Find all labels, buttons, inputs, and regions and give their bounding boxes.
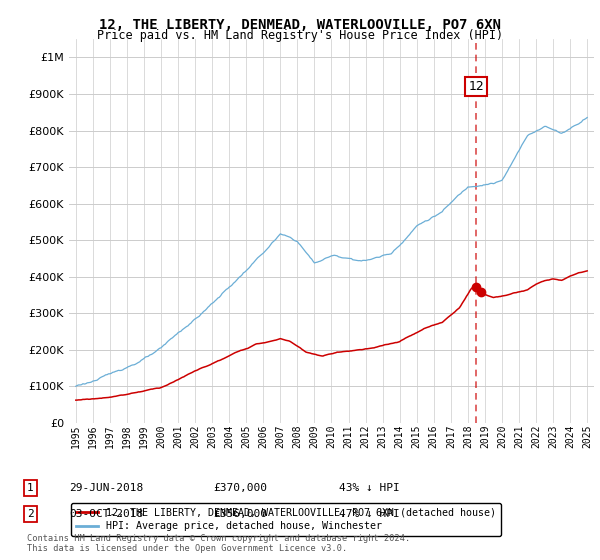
Text: 29-JUN-2018: 29-JUN-2018 xyxy=(69,483,143,493)
Text: £370,000: £370,000 xyxy=(213,483,267,493)
Text: Contains HM Land Registry data © Crown copyright and database right 2024.
This d: Contains HM Land Registry data © Crown c… xyxy=(27,534,410,553)
Text: 12, THE LIBERTY, DENMEAD, WATERLOOVILLE, PO7 6XN: 12, THE LIBERTY, DENMEAD, WATERLOOVILLE,… xyxy=(99,18,501,32)
Text: 12: 12 xyxy=(469,80,484,93)
Legend: 12, THE LIBERTY, DENMEAD, WATERLOOVILLE, PO7 6XN (detached house), HPI: Average : 12, THE LIBERTY, DENMEAD, WATERLOOVILLE,… xyxy=(71,503,502,536)
Text: 03-OCT-2018: 03-OCT-2018 xyxy=(69,509,143,519)
Text: 43% ↓ HPI: 43% ↓ HPI xyxy=(339,483,400,493)
Text: 1: 1 xyxy=(27,483,34,493)
Text: £356,000: £356,000 xyxy=(213,509,267,519)
Text: Price paid vs. HM Land Registry's House Price Index (HPI): Price paid vs. HM Land Registry's House … xyxy=(97,29,503,42)
Text: 47% ↓ HPI: 47% ↓ HPI xyxy=(339,509,400,519)
Text: 2: 2 xyxy=(27,509,34,519)
